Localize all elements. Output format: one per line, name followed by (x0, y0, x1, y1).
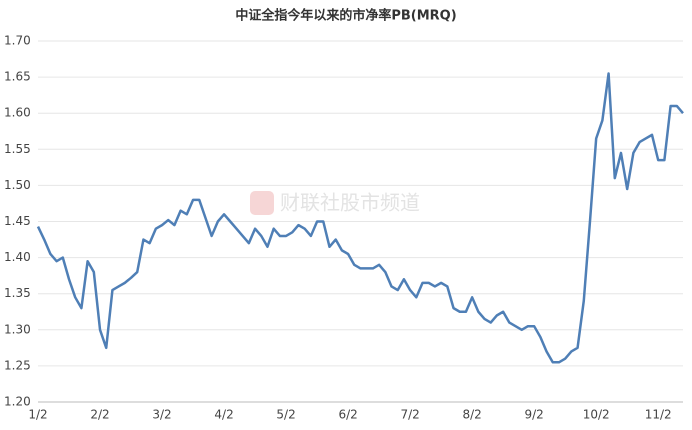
y-tick-label: 1.55 (4, 142, 31, 156)
y-tick-label: 1.35 (4, 286, 31, 300)
x-tick-label: 5/2 (276, 408, 295, 422)
x-tick-label: 3/2 (152, 408, 171, 422)
y-tick-label: 1.30 (4, 322, 31, 336)
x-tick-label: 9/2 (524, 408, 543, 422)
x-tick-label: 11/2 (645, 408, 672, 422)
x-tick-label: 1/2 (28, 408, 47, 422)
x-tick-label: 10/2 (583, 408, 610, 422)
watermark: 财联社股市频道 (280, 191, 420, 215)
y-tick-label: 1.65 (4, 70, 31, 84)
x-tick-label: 2/2 (90, 408, 109, 422)
y-tick-label: 1.45 (4, 214, 31, 228)
y-tick-label: 1.50 (4, 178, 31, 192)
y-tick-label: 1.70 (4, 34, 31, 48)
x-tick-label: 6/2 (338, 408, 357, 422)
chart-title: 中证全指今年以来的市净率PB(MRQ) (235, 8, 456, 24)
x-tick-label: 4/2 (214, 408, 233, 422)
y-tick-label: 1.25 (4, 358, 31, 372)
watermark-logo (250, 191, 274, 215)
y-tick-label: 1.40 (4, 250, 31, 264)
x-tick-label: 7/2 (400, 408, 419, 422)
y-tick-label: 1.20 (4, 395, 31, 409)
data-line (36, 72, 684, 364)
y-tick-label: 1.60 (4, 106, 31, 120)
x-tick-label: 8/2 (462, 408, 481, 422)
